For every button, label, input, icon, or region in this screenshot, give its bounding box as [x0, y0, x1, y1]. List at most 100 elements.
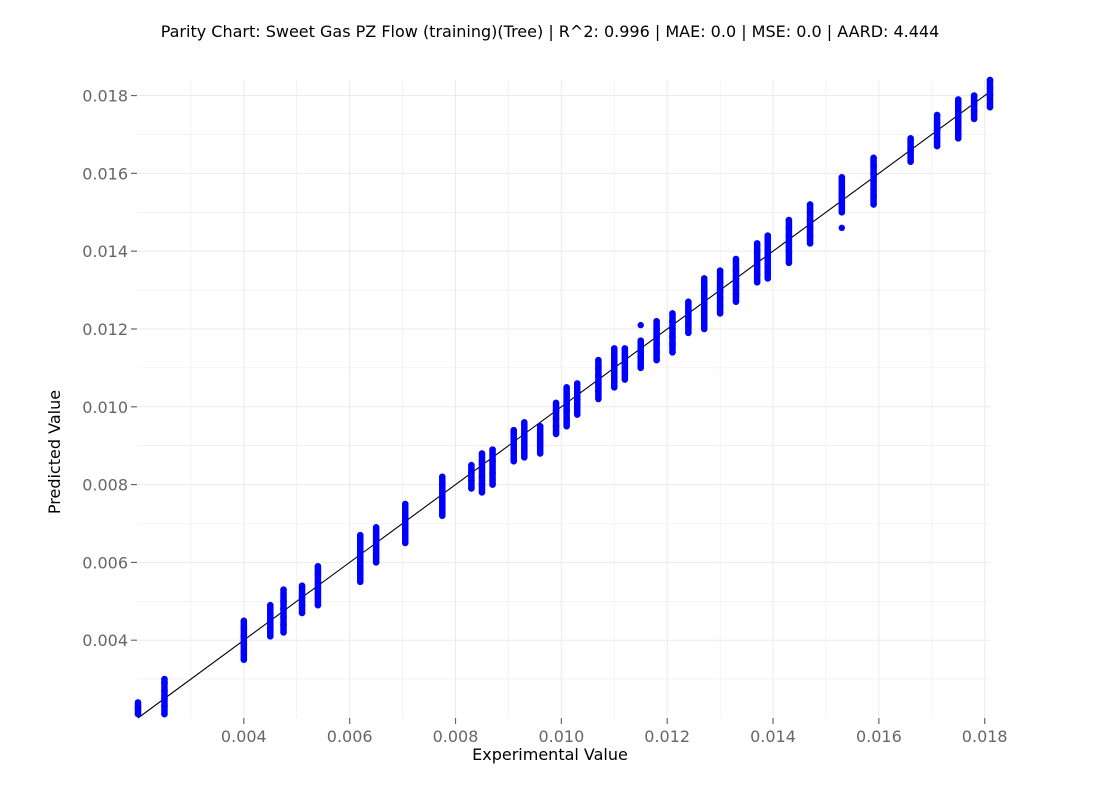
- data-point: [280, 629, 287, 636]
- data-point: [595, 364, 602, 372]
- data-point: [267, 601, 274, 609]
- data-point: [402, 524, 409, 531]
- data-point: [716, 302, 724, 309]
- data-point: [161, 695, 168, 702]
- data-point: [637, 337, 644, 344]
- data-point: [439, 481, 446, 488]
- data-point: [611, 360, 618, 368]
- data-point: [552, 423, 560, 430]
- data-point: [314, 578, 322, 586]
- data-point: [357, 531, 364, 539]
- data-point: [653, 317, 660, 325]
- data-point: [280, 621, 287, 628]
- data-point: [521, 454, 528, 461]
- data-point: [357, 547, 364, 554]
- data-point: [933, 111, 941, 119]
- data-point: [478, 473, 486, 481]
- data-point: [732, 282, 740, 290]
- data-point: [161, 710, 168, 718]
- data-point: [357, 539, 364, 547]
- data-point: [685, 298, 692, 305]
- data-point: [955, 115, 962, 123]
- data-point: [240, 640, 248, 648]
- data-point: [521, 438, 528, 445]
- data-point: [955, 123, 962, 130]
- data-point: [563, 391, 570, 399]
- data-point: [478, 450, 486, 457]
- data-point: [701, 310, 708, 317]
- data-point: [806, 232, 814, 239]
- x-tick-label: 0.018: [962, 727, 1008, 746]
- data-point: [510, 434, 517, 442]
- data-point: [732, 255, 740, 263]
- data-point: [439, 496, 446, 504]
- data-point: [621, 368, 629, 375]
- data-point: [685, 306, 692, 313]
- data-point: [653, 356, 660, 364]
- data-point: [716, 267, 724, 274]
- x-tick-label: 0.016: [856, 727, 902, 746]
- data-point: [955, 135, 962, 142]
- data-point: [298, 582, 306, 589]
- data-point: [563, 407, 570, 414]
- data-point: [468, 477, 475, 484]
- data-point: [161, 703, 168, 710]
- data-point: [489, 481, 496, 488]
- data-point: [716, 310, 724, 317]
- data-point: [669, 310, 676, 317]
- data-point: [732, 298, 740, 305]
- data-point: [357, 555, 364, 562]
- chart-title: Parity Chart: Sweet Gas PZ Flow (trainin…: [160, 22, 940, 41]
- data-point: [611, 368, 618, 375]
- data-point: [907, 158, 914, 165]
- data-point: [134, 710, 142, 718]
- data-point: [970, 100, 978, 107]
- data-point: [806, 240, 814, 247]
- data-point: [669, 325, 676, 333]
- data-point: [468, 461, 475, 469]
- data-point: [478, 465, 486, 473]
- data-point: [669, 341, 676, 348]
- data-point: [439, 489, 446, 496]
- data-point: [870, 201, 877, 208]
- data-point: [732, 267, 740, 274]
- data-point: [653, 325, 660, 333]
- data-point: [357, 578, 364, 586]
- data-point: [806, 201, 814, 208]
- data-point: [764, 275, 771, 282]
- data-point: [621, 360, 629, 368]
- data-point: [716, 279, 724, 286]
- data-point: [563, 384, 570, 391]
- data-point: [478, 481, 486, 488]
- data-point: [669, 349, 676, 356]
- data-point: [314, 594, 322, 601]
- data-point: [907, 146, 914, 154]
- data-point: [637, 364, 644, 372]
- data-point: [764, 232, 771, 239]
- data-point: [521, 446, 528, 453]
- data-point: [439, 504, 446, 512]
- data-point: [372, 543, 380, 551]
- data-point: [701, 275, 708, 282]
- data-point: [372, 524, 380, 531]
- data-point: [372, 535, 380, 543]
- data-point: [870, 170, 877, 177]
- data-point: [372, 551, 380, 558]
- data-point: [716, 286, 724, 294]
- data-point: [955, 107, 962, 115]
- data-point: [970, 107, 978, 115]
- data-point: [267, 625, 274, 632]
- data-point: [439, 512, 446, 519]
- data-point: [907, 135, 914, 142]
- data-point: [653, 341, 660, 348]
- data-point: [611, 353, 618, 360]
- data-point: [240, 625, 248, 632]
- data-point: [240, 633, 248, 640]
- data-point: [611, 345, 618, 352]
- data-point: [574, 411, 581, 418]
- x-tick-label: 0.012: [644, 727, 690, 746]
- data-point: [478, 458, 486, 465]
- data-point: [298, 601, 306, 609]
- data-point: [970, 92, 978, 99]
- data-point: [402, 516, 409, 523]
